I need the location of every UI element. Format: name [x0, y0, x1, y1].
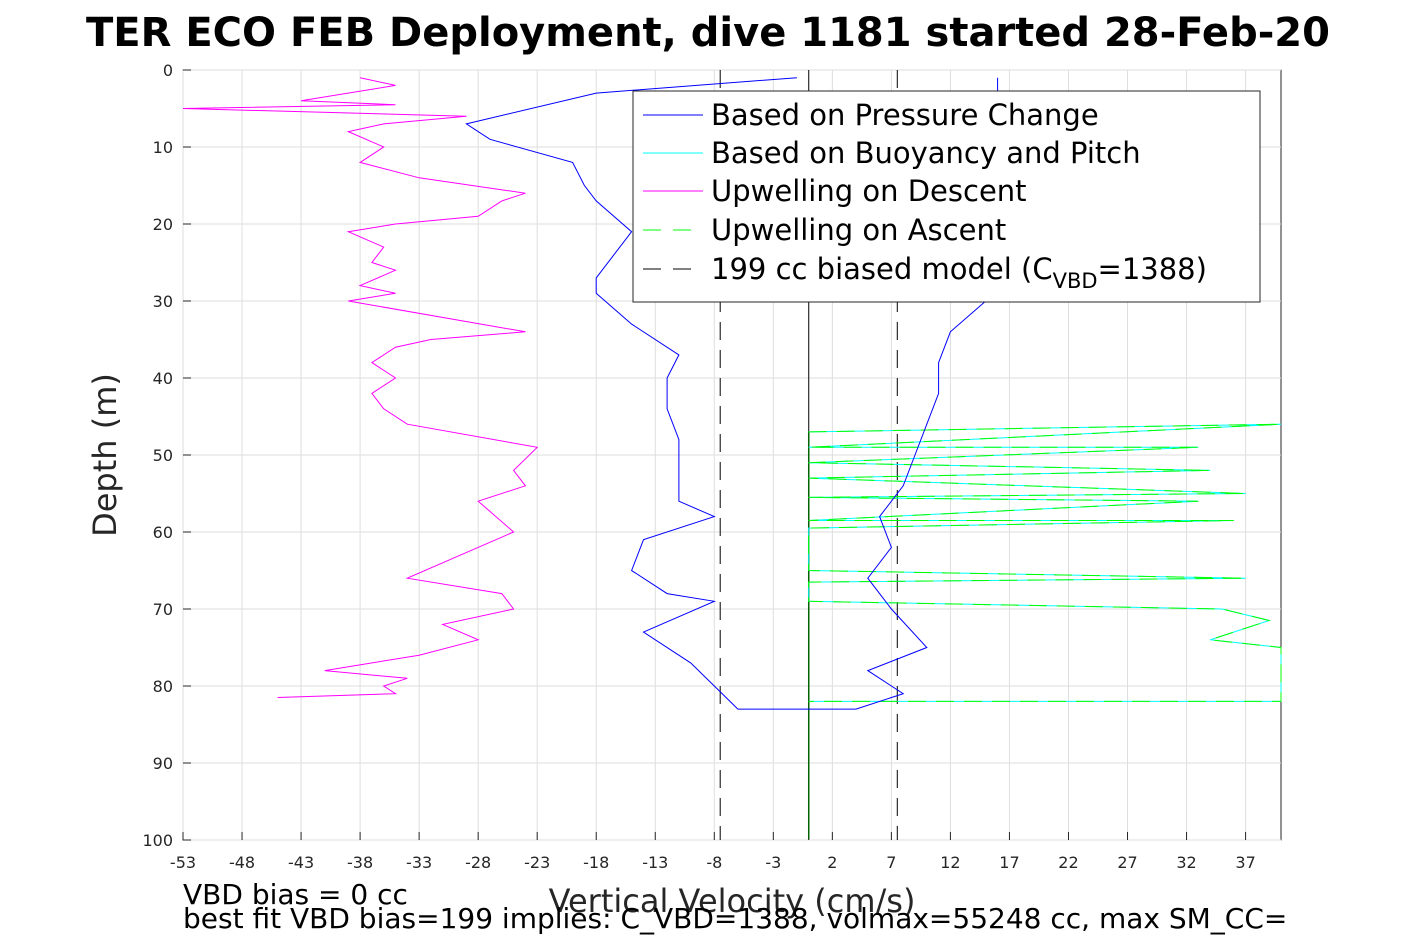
series-ascent-line [808, 423, 1282, 702]
y-tick-label: 80 [153, 677, 173, 696]
legend-label-descent: Upwelling on Descent [711, 174, 1027, 208]
legend-label-buoyancy: Based on Buoyancy and Pitch [711, 136, 1141, 170]
chart-title: TER ECO FEB Deployment, dive 1181 starte… [86, 10, 1330, 56]
x-tick-label: -3 [765, 853, 781, 872]
series-descent-line [182, 77, 539, 698]
y-tick-label: 60 [153, 523, 173, 542]
x-tick-label: -43 [288, 853, 314, 872]
x-tick-label: 32 [1176, 853, 1196, 872]
y-tick-label: 100 [142, 831, 173, 850]
legend: Based on Pressure Change Based on Buoyan… [632, 90, 1261, 303]
x-tick-label: 7 [886, 853, 896, 872]
x-tick-label: 37 [1235, 853, 1255, 872]
x-tick-label: -28 [465, 853, 491, 872]
x-tick-label: 22 [1058, 853, 1078, 872]
series-pressure-line [465, 77, 999, 710]
x-tick-label: -18 [583, 853, 609, 872]
y-tick-label: 90 [153, 754, 173, 773]
x-tick-label: -38 [347, 853, 373, 872]
y-axis-label: Depth (m) [86, 373, 124, 537]
x-tick-label: 17 [999, 853, 1019, 872]
x-tick-label: 12 [940, 853, 960, 872]
x-axis-label: Vertical Velocity (cm/s) [549, 882, 916, 920]
y-tick-label: 40 [153, 369, 173, 388]
x-tick-label: -23 [524, 853, 550, 872]
y-tick-label: 10 [153, 138, 173, 157]
x-tick-label: 2 [827, 853, 837, 872]
x-tick-label: -48 [229, 853, 255, 872]
y-tick-label: 20 [153, 215, 173, 234]
x-tick-label: -33 [406, 853, 432, 872]
legend-label-pressure: Based on Pressure Change [711, 98, 1099, 132]
legend-label-ascent: Upwelling on Ascent [711, 213, 1006, 247]
x-tick-label: -13 [642, 853, 668, 872]
y-tick-label: 70 [153, 600, 173, 619]
y-tick-label: 30 [153, 292, 173, 311]
legend-box [632, 90, 1261, 303]
axis-ticks: -53 -48 -43 -38 -33 -28 -23 -18 -13 -8 -3 2 7 12 17 22 2… [142, 61, 1255, 872]
x-tick-label: 27 [1117, 853, 1137, 872]
x-tick-label: -8 [706, 853, 722, 872]
y-tick-label: 0 [163, 61, 173, 80]
y-tick-label: 50 [153, 446, 173, 465]
footer-vbd-bias: VBD bias = 0 cc [183, 878, 408, 911]
legend-label-model: 199 cc biased model (CVBD=1388) [711, 252, 1207, 293]
footer-best-fit: best fit VBD bias=199 implies: C_VBD=138… [183, 902, 1287, 935]
x-tick-label: -53 [170, 853, 196, 872]
